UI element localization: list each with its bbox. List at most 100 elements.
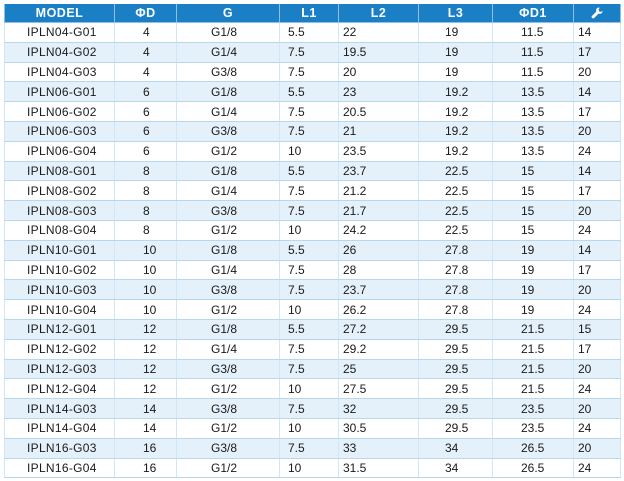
l3-cell: 22.5 (418, 180, 493, 202)
model-cell: IPLN06-G03 (4, 121, 115, 142)
l3-cell: 22.5 (418, 200, 493, 221)
l2-cell: 25 (338, 359, 419, 380)
l3-cell: 19 (418, 22, 493, 43)
l1-cell: 5.5 (279, 319, 339, 340)
diameter-cell: 14 (114, 398, 177, 419)
l1-cell: 7.5 (279, 398, 339, 419)
d1-cell: 13.5 (492, 81, 574, 103)
model-cell: IPLN10-G03 (4, 279, 115, 301)
diameter-cell: 14 (114, 418, 177, 439)
d1-cell: 23.5 (492, 398, 574, 419)
model-cell: IPLN14-G04 (4, 418, 115, 439)
d1-cell: 21.5 (492, 359, 574, 380)
diameter-cell: 6 (114, 121, 177, 142)
table-row: IPLN14-G03 14 G3/8 7.5 32 29.5 23.5 20 (4, 398, 621, 419)
thread-cell: G1/2 (176, 220, 280, 241)
l2-cell: 23.7 (338, 279, 419, 301)
l2-cell: 28 (338, 260, 419, 281)
thread-cell: G1/8 (176, 22, 280, 43)
column-header-wrench (573, 4, 621, 23)
table-row: IPLN16-G04 16 G1/2 10 31.5 34 26.5 24 (4, 458, 621, 479)
table-row: IPLN12-G01 12 G1/8 5.5 27.2 29.5 21.5 15 (4, 319, 621, 340)
table-header: MODEL ΦD G L1 L2 L3 ΦD1 (4, 4, 621, 23)
l3-cell: 27.8 (418, 279, 493, 301)
model-cell: IPLN04-G02 (4, 42, 115, 63)
thread-cell: G1/4 (176, 260, 280, 281)
thread-cell: G3/8 (176, 200, 280, 221)
l2-cell: 33 (338, 438, 419, 459)
wrench-size-cell: 20 (573, 398, 621, 419)
d1-cell: 21.5 (492, 378, 574, 400)
model-cell: IPLN16-G04 (4, 458, 115, 479)
thread-cell: G1/2 (176, 141, 280, 162)
table-row: IPLN10-G01 10 G1/8 5.5 26 27.8 19 14 (4, 240, 621, 261)
diameter-cell: 8 (114, 200, 177, 221)
l2-cell: 19.5 (338, 42, 419, 63)
diameter-cell: 12 (114, 319, 177, 340)
l1-cell: 7.5 (279, 121, 339, 142)
model-cell: IPLN06-G02 (4, 101, 115, 122)
l1-cell: 7.5 (279, 101, 339, 122)
table-row: IPLN08-G01 8 G1/8 5.5 23.7 22.5 15 14 (4, 161, 621, 182)
wrench-size-cell: 14 (573, 161, 621, 182)
d1-cell: 15 (492, 220, 574, 241)
table-row: IPLN10-G02 10 G1/4 7.5 28 27.8 19 17 (4, 260, 621, 281)
diameter-cell: 10 (114, 299, 177, 320)
wrench-size-cell: 24 (573, 141, 621, 162)
wrench-size-cell: 14 (573, 81, 621, 103)
diameter-cell: 6 (114, 101, 177, 122)
l3-cell: 19.2 (418, 81, 493, 103)
model-cell: IPLN10-G04 (4, 299, 115, 320)
thread-cell: G1/4 (176, 101, 280, 122)
model-cell: IPLN06-G01 (4, 81, 115, 103)
thread-cell: G3/8 (176, 279, 280, 301)
l2-cell: 22 (338, 22, 419, 43)
table-body: IPLN04-G01 4 G1/8 5.5 22 19 11.5 14 IPLN04-G02 4 G… (4, 22, 621, 479)
l2-cell: 27.2 (338, 319, 419, 340)
l1-cell: 5.5 (279, 240, 339, 261)
l3-cell: 34 (418, 458, 493, 479)
diameter-cell: 8 (114, 180, 177, 202)
table-row: IPLN08-G04 8 G1/2 10 24.2 22.5 15 24 (4, 220, 621, 241)
l2-cell: 31.5 (338, 458, 419, 479)
table-row: IPLN04-G03 4 G3/8 7.5 20 19 11.5 20 (4, 62, 621, 83)
l1-cell: 10 (279, 220, 339, 241)
column-header-l1: L1 (279, 4, 339, 23)
d1-cell: 13.5 (492, 101, 574, 122)
diameter-cell: 6 (114, 141, 177, 162)
d1-cell: 23.5 (492, 418, 574, 439)
l2-cell: 20 (338, 62, 419, 83)
diameter-cell: 8 (114, 161, 177, 182)
diameter-cell: 10 (114, 260, 177, 281)
thread-cell: G1/2 (176, 378, 280, 400)
l3-cell: 29.5 (418, 418, 493, 439)
l3-cell: 19 (418, 62, 493, 83)
column-header-l2: L2 (338, 4, 419, 23)
wrench-size-cell: 20 (573, 279, 621, 301)
l2-cell: 20.5 (338, 101, 419, 122)
table-row: IPLN08-G03 8 G3/8 7.5 21.7 22.5 15 20 (4, 200, 621, 221)
wrench-icon (591, 7, 603, 19)
wrench-size-cell: 20 (573, 438, 621, 459)
l3-cell: 19 (418, 42, 493, 63)
diameter-cell: 4 (114, 42, 177, 63)
model-cell: IPLN12-G02 (4, 339, 115, 360)
d1-cell: 26.5 (492, 458, 574, 479)
d1-cell: 19 (492, 299, 574, 320)
wrench-size-cell: 24 (573, 418, 621, 439)
model-cell: IPLN08-G04 (4, 220, 115, 241)
l2-cell: 30.5 (338, 418, 419, 439)
column-header-diameter: ΦD (114, 4, 177, 23)
d1-cell: 11.5 (492, 42, 574, 63)
table-row: IPLN12-G04 12 G1/2 10 27.5 29.5 21.5 24 (4, 378, 621, 400)
l2-cell: 27.5 (338, 378, 419, 400)
l1-cell: 7.5 (279, 438, 339, 459)
model-cell: IPLN12-G04 (4, 378, 115, 400)
table-row: IPLN06-G04 6 G1/2 10 23.5 19.2 13.5 24 (4, 141, 621, 162)
table-row: IPLN04-G02 4 G1/4 7.5 19.5 19 11.5 17 (4, 42, 621, 63)
table-row: IPLN08-G02 8 G1/4 7.5 21.2 22.5 15 17 (4, 180, 621, 202)
thread-cell: G3/8 (176, 438, 280, 459)
thread-cell: G1/4 (176, 180, 280, 202)
l2-cell: 23 (338, 81, 419, 103)
d1-cell: 13.5 (492, 141, 574, 162)
